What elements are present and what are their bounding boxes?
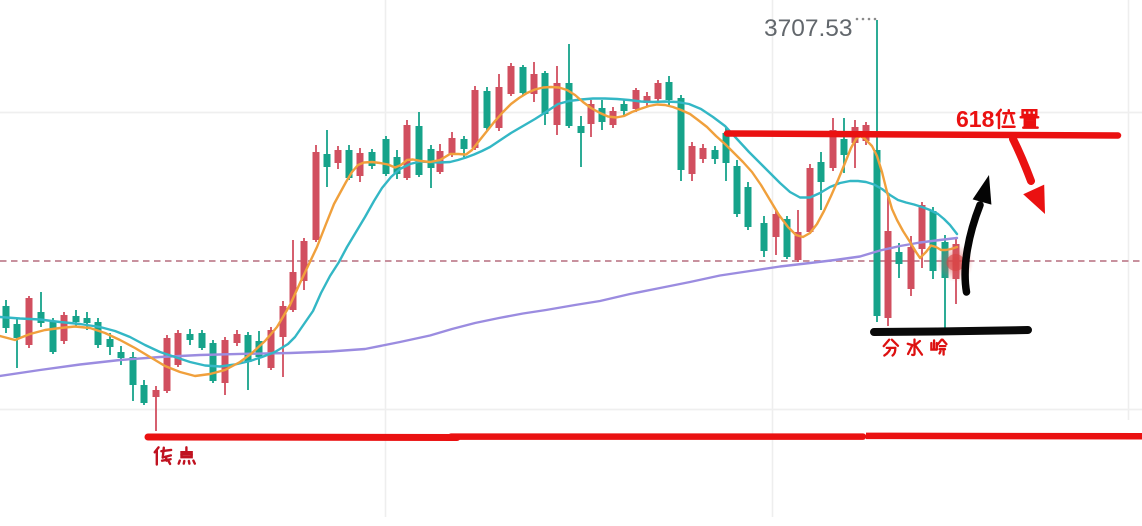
svg-text:618: 618 — [956, 106, 995, 132]
svg-text:3707.53: 3707.53 — [764, 15, 853, 42]
